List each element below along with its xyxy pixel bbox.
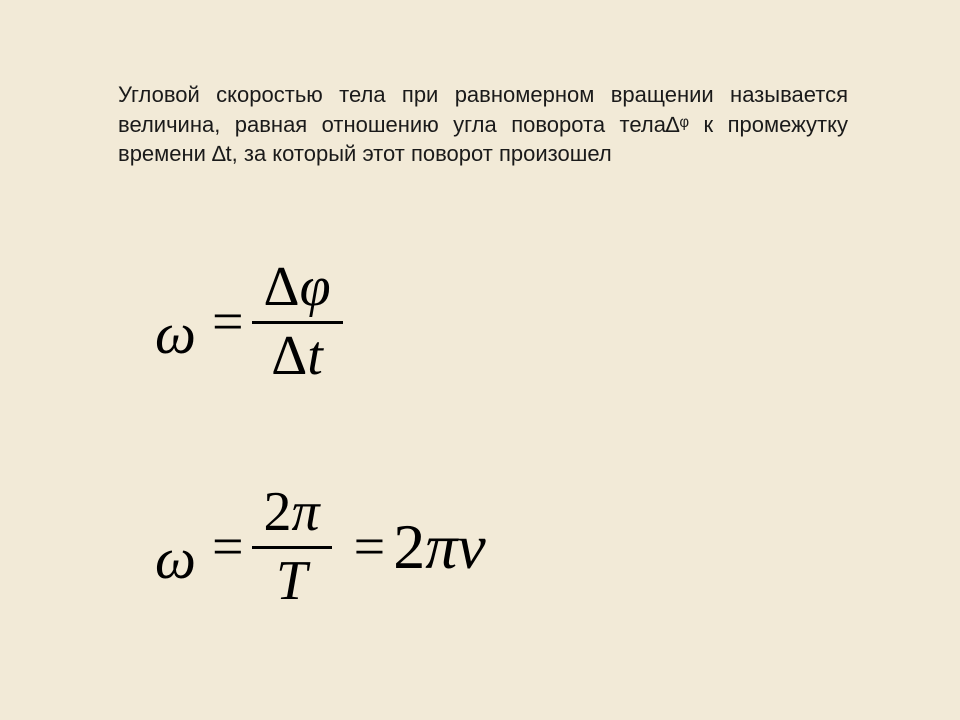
symbol-T: T bbox=[276, 550, 307, 612]
symbol-nu: ν bbox=[457, 515, 485, 579]
formula-angular-velocity-definition: ω = Δφ Δt bbox=[155, 255, 795, 389]
symbol-omega: ω bbox=[155, 530, 194, 588]
equals-sign: = bbox=[332, 519, 394, 575]
fraction-dphi-dt: Δφ Δt bbox=[252, 255, 343, 389]
numeral-2: 2 bbox=[264, 481, 292, 543]
equals-sign: = bbox=[194, 519, 252, 575]
symbol-delta: Δ bbox=[264, 256, 300, 318]
symbol-t: t bbox=[307, 325, 323, 387]
numerator: Δφ bbox=[252, 255, 343, 321]
symbol-delta: Δ bbox=[271, 325, 307, 387]
equals-sign: = bbox=[194, 294, 252, 350]
fraction-2pi-T: 2π T bbox=[252, 480, 332, 614]
symbol-omega: ω bbox=[155, 305, 194, 363]
definition-text: Угловой скоростью тела при равномерном в… bbox=[118, 80, 848, 169]
symbol-pi: π bbox=[292, 481, 320, 543]
numeral-2: 2 bbox=[393, 515, 425, 579]
symbol-pi: π bbox=[425, 515, 457, 579]
numerator: 2π bbox=[252, 480, 332, 546]
denominator: Δt bbox=[259, 324, 335, 390]
slide-page: Угловой скоростью тела при равномерном в… bbox=[0, 0, 960, 720]
symbol-phi: φ bbox=[300, 256, 331, 318]
formula-angular-velocity-period: ω = 2π T = 2πν bbox=[155, 480, 795, 614]
denominator: T bbox=[264, 549, 319, 615]
